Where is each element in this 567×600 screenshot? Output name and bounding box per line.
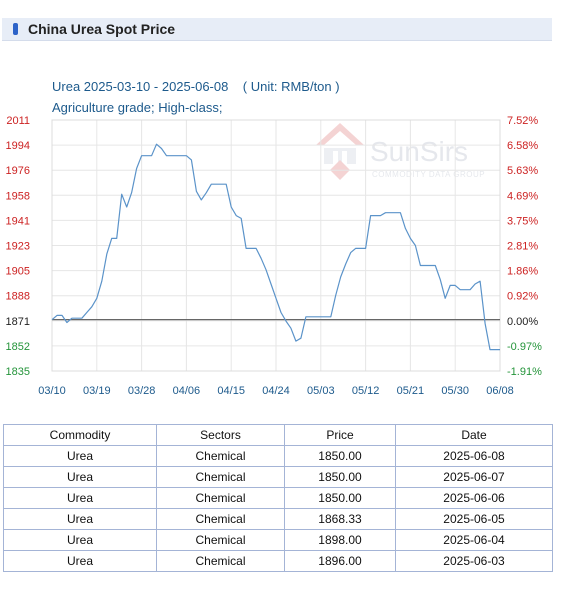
column-header-sectors: Sectors: [156, 424, 285, 446]
chart-subtitle: Agriculture grade; High-class;: [52, 100, 223, 115]
x-tick-label: 03/10: [38, 385, 66, 397]
x-tick-label: 04/06: [173, 385, 201, 397]
y-tick-label-right: 5.63%: [507, 165, 538, 177]
watermark-brand: SunSirs: [370, 136, 468, 167]
column-header-commodity: Commodity: [3, 424, 157, 446]
cell-date: 2025-06-04: [395, 529, 553, 551]
y-tick-label-left: 1994: [6, 140, 30, 152]
y-tick-label-left: 2011: [6, 115, 30, 127]
cell-sector: Chemical: [156, 445, 285, 467]
chart-title: Urea 2025-03-10 - 2025-06-08 ( Unit: RMB…: [52, 79, 340, 94]
cell-price: 1898.00: [284, 529, 396, 551]
watermark-door-icon: [342, 151, 347, 164]
cell-price: 1868.33: [284, 508, 396, 530]
x-tick-label: 05/30: [441, 385, 469, 397]
cell-sector: Chemical: [156, 529, 285, 551]
cell-commodity: Urea: [3, 466, 157, 488]
y-tick-label-right: 4.69%: [507, 190, 538, 202]
cell-commodity: Urea: [3, 529, 157, 551]
series-line: [51, 143, 500, 351]
table-row: Urea Chemical 1850.00 2025-06-06: [3, 487, 553, 509]
cell-commodity: Urea: [3, 508, 157, 530]
cell-date: 2025-06-07: [395, 466, 553, 488]
y-tick-label-left: 1941: [6, 215, 30, 227]
table-header-row: Commodity Sectors Price Date: [3, 424, 553, 446]
y-tick-label-left: 1958: [6, 190, 30, 202]
table-row: Urea Chemical 1850.00 2025-06-07: [3, 466, 553, 488]
cell-sector: Chemical: [156, 508, 285, 530]
cell-sector: Chemical: [156, 487, 285, 509]
x-tick-label: 03/28: [128, 385, 156, 397]
watermark-roof-icon: [316, 123, 364, 145]
y-tick-label-right: 7.52%: [507, 115, 538, 127]
y-tick-label-right: 0.00%: [507, 316, 538, 328]
table-row: Urea Chemical 1896.00 2025-06-03: [3, 550, 553, 572]
cell-price: 1850.00: [284, 466, 396, 488]
cell-commodity: Urea: [3, 550, 157, 572]
column-header-date: Date: [395, 424, 553, 446]
price-chart: Urea 2025-03-10 - 2025-06-08 ( Unit: RMB…: [6, 79, 543, 397]
watermark-tagline: COMMODITY DATA GROUP: [372, 170, 485, 179]
y-tick-label-left: 1976: [6, 165, 30, 177]
cell-date: 2025-06-08: [395, 445, 553, 467]
x-tick-label: 03/19: [83, 385, 111, 397]
y-tick-label-right: -1.91%: [507, 366, 542, 378]
column-header-price: Price: [284, 424, 396, 446]
table-row: Urea Chemical 1868.33 2025-06-05: [3, 508, 553, 530]
sunsirs-watermark: SunSirs COMMODITY DATA GROUP: [316, 123, 485, 180]
watermark-house-icon: [324, 148, 356, 164]
y-tick-label-left: 1835: [6, 366, 30, 378]
x-tick-label: 05/12: [352, 385, 380, 397]
table-row: Urea Chemical 1850.00 2025-06-08: [3, 445, 553, 467]
x-tick-label: 04/24: [262, 385, 290, 397]
y-tick-label-right: 6.58%: [507, 140, 538, 152]
y-tick-label-left: 1905: [6, 266, 30, 278]
x-tick-label: 04/15: [217, 385, 245, 397]
x-tick-label: 05/03: [307, 385, 335, 397]
cell-price: 1850.00: [284, 445, 396, 467]
x-tick-label: 05/21: [397, 385, 425, 397]
plot-frame: [51, 119, 501, 372]
cell-date: 2025-06-06: [395, 487, 553, 509]
page-header: China Urea Spot Price: [2, 18, 552, 41]
y-tick-label-right: -0.97%: [507, 341, 542, 353]
page-title: China Urea Spot Price: [28, 21, 176, 37]
watermark-door-icon: [333, 151, 338, 164]
cell-commodity: Urea: [3, 445, 157, 467]
table-row: Urea Chemical 1898.00 2025-06-04: [3, 529, 553, 551]
y-tick-label-left: 1923: [6, 241, 30, 253]
y-tick-label-right: 1.86%: [507, 266, 538, 278]
cell-price: 1850.00: [284, 487, 396, 509]
y-tick-label-right: 3.75%: [507, 215, 538, 227]
y-tick-label-left: 1871: [6, 316, 30, 328]
cell-commodity: Urea: [3, 487, 157, 509]
header-marker-icon: [13, 23, 18, 35]
cell-sector: Chemical: [156, 550, 285, 572]
y-tick-label-right: 2.81%: [507, 241, 538, 253]
y-tick-label-left: 1888: [6, 291, 30, 303]
price-table: Commodity Sectors Price Date Urea Chemic…: [3, 424, 553, 572]
cell-date: 2025-06-03: [395, 550, 553, 572]
y-tick-label-left: 1852: [6, 341, 30, 353]
cell-date: 2025-06-05: [395, 508, 553, 530]
cell-sector: Chemical: [156, 466, 285, 488]
x-tick-label: 06/08: [486, 385, 514, 397]
cell-price: 1896.00: [284, 550, 396, 572]
y-tick-label-right: 0.92%: [507, 291, 538, 303]
